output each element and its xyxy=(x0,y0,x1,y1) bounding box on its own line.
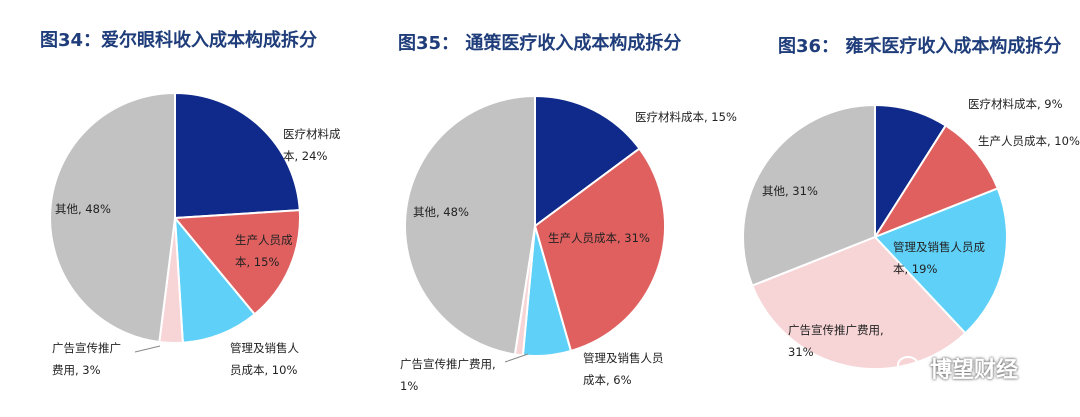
pie2-slice-1 xyxy=(534,94,641,228)
chart-title-1: 图34：爱尔眼科收入成本构成拆分 xyxy=(40,30,318,51)
pie2-label-1: 医疗材料成本, 15% xyxy=(635,110,737,124)
pie1-slice-2 xyxy=(172,209,301,316)
pie1-label-5: 其他, 48% xyxy=(55,202,111,216)
pie1-slice-1 xyxy=(174,91,301,220)
pie3-label-4: 广告宣传推广费用, 31% xyxy=(788,323,884,359)
pie3-label-1: 医疗材料成本, 9% xyxy=(968,97,1063,111)
pie2-label-4: 广告宣传推广费用, 1% xyxy=(400,357,496,393)
pie2-label-2: 生产人员成本, 31% xyxy=(548,231,650,245)
pie1-slice-3 xyxy=(173,214,257,344)
pie3-slice-4 xyxy=(750,235,967,370)
pie1-label-1: 医疗材料成本, 24% xyxy=(283,127,341,163)
pie1-slice-5 xyxy=(49,91,176,344)
pie3-slice-5 xyxy=(742,103,876,287)
pie2-label-5: 其他, 48% xyxy=(413,205,469,219)
pie3-label-2: 生产人员成本, 10% xyxy=(978,134,1080,148)
pie2-slice-5 xyxy=(404,94,536,356)
chart-title-3: 图36： 雍禾医疗收入成本构成拆分 xyxy=(778,36,1062,57)
pie2-leader-line xyxy=(504,353,529,363)
pie1-label-3: 管理及销售人员成本, 10% xyxy=(230,341,299,377)
wechat-icon xyxy=(897,356,924,378)
pie3-slice-2 xyxy=(872,124,1000,240)
pie1-leader-line xyxy=(134,345,161,353)
pie2-slice-2 xyxy=(533,147,666,353)
pie1-label-4: 广告宣传推广费用, 3% xyxy=(52,341,121,377)
pie3-label-5: 其他, 31% xyxy=(762,184,818,198)
pie2-label-3: 管理及销售人员成本, 6% xyxy=(583,351,664,387)
pie3-slice-3 xyxy=(873,187,1008,335)
pie1-label-2: 生产人员成本, 15% xyxy=(235,233,293,269)
watermark-text: 博望财经 xyxy=(930,358,1019,383)
pie3-label-3: 管理及销售人员成本, 19% xyxy=(893,240,985,276)
chart-title-2: 图35： 通策医疗收入成本构成拆分 xyxy=(398,33,682,54)
